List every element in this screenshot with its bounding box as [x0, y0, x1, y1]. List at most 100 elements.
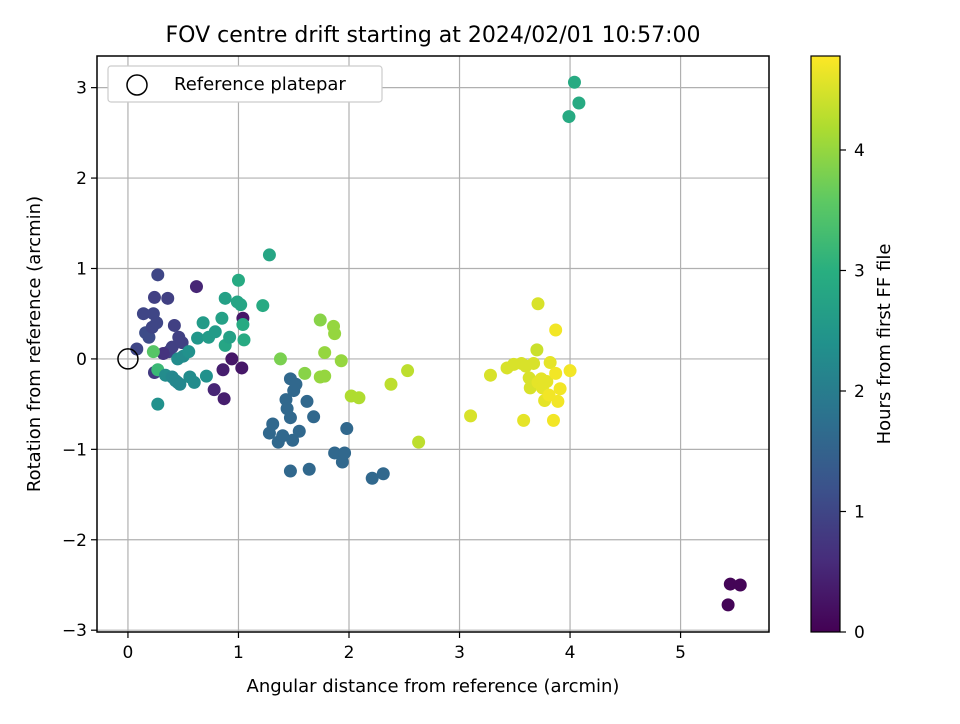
legend-marker [126, 74, 148, 96]
data-point [313, 313, 327, 327]
colorbar-tick-label: 0 [854, 623, 865, 643]
data-point [352, 391, 366, 405]
y-tick-label: 0 [76, 350, 87, 370]
data-point [328, 327, 342, 341]
plot-frame [96, 55, 770, 633]
data-point [572, 96, 586, 110]
data-point [151, 397, 165, 411]
data-point [384, 377, 398, 391]
colorbar-tick-label: 2 [854, 382, 865, 402]
data-point [527, 356, 541, 370]
y-tick-label: −2 [62, 531, 87, 551]
colorbar-tick-label: 1 [854, 502, 865, 522]
data-point [191, 331, 205, 345]
y-tick-label: 1 [76, 259, 87, 279]
data-point [196, 316, 210, 330]
data-point [540, 375, 554, 389]
colorbar-label: Hours from first FF file [874, 244, 895, 445]
data-point [517, 413, 531, 427]
reference-platepar-marker [117, 348, 139, 370]
data-point [401, 364, 415, 378]
data-point [563, 364, 577, 378]
data-point [721, 598, 735, 612]
y-axis-ticks: −3 −2 −1 0 1 2 3 [62, 79, 97, 641]
data-point [340, 422, 354, 436]
colorbar-tick-label: 4 [854, 141, 865, 161]
data-point [328, 446, 342, 460]
data-point [215, 311, 229, 325]
x-tick-label: 3 [454, 643, 465, 663]
data-point [549, 366, 563, 380]
data-point [262, 248, 276, 262]
data-point [235, 361, 249, 375]
data-point [338, 446, 352, 460]
data-point [161, 291, 175, 305]
colorbar-gradient [810, 55, 841, 633]
data-point [286, 433, 300, 447]
data-point [199, 369, 213, 383]
data-point [733, 578, 747, 592]
data-point [218, 291, 232, 305]
data-point [234, 298, 248, 312]
data-point [483, 368, 497, 382]
data-points [130, 75, 747, 612]
data-point [318, 346, 332, 360]
x-axis-label: Angular distance from reference (arcmin) [247, 676, 620, 697]
data-point [225, 352, 239, 366]
x-tick-label: 5 [675, 643, 686, 663]
data-point [365, 471, 379, 485]
data-point [289, 377, 303, 391]
y-tick-label: 3 [76, 79, 87, 99]
data-point [187, 375, 201, 389]
data-point [546, 413, 560, 427]
data-point [298, 366, 312, 380]
data-point [273, 352, 287, 366]
colorbar-ticks: 0 1 2 3 4 [840, 141, 865, 643]
data-point [412, 435, 426, 449]
data-point [307, 410, 321, 424]
data-point [207, 383, 221, 397]
data-point [150, 316, 164, 330]
data-point [142, 330, 156, 344]
data-point [266, 417, 280, 431]
legend-box [107, 65, 383, 103]
x-tick-label: 1 [233, 643, 244, 663]
x-tick-label: 2 [344, 643, 355, 663]
data-point [223, 330, 237, 344]
data-point [543, 356, 557, 370]
data-point [236, 318, 250, 332]
grid [97, 56, 769, 632]
data-point [173, 377, 187, 391]
data-point [531, 297, 545, 311]
colorbar: 0 1 2 3 4 Hours from first FF file [810, 55, 895, 643]
data-point [530, 343, 544, 357]
data-point [175, 336, 189, 350]
x-tick-label: 4 [565, 643, 576, 663]
data-point [318, 369, 332, 383]
data-point [231, 273, 245, 287]
x-axis-ticks: 0 1 2 3 4 5 [123, 632, 686, 663]
data-point [156, 346, 170, 360]
data-point [376, 467, 390, 481]
data-point [167, 318, 181, 332]
data-point [283, 464, 297, 478]
data-point [208, 325, 222, 339]
data-point [151, 268, 165, 282]
data-point [562, 110, 576, 124]
chart-title: FOV centre drift starting at 2024/02/01 … [166, 23, 701, 48]
data-point [283, 411, 297, 425]
data-point [189, 280, 203, 294]
data-point [146, 345, 160, 359]
data-point [136, 307, 150, 321]
y-axis-label: Rotation from reference (arcmin) [24, 196, 45, 492]
data-point [723, 577, 737, 591]
colorbar-tick-label: 3 [854, 261, 865, 281]
data-point [216, 363, 230, 377]
data-point [464, 409, 478, 423]
data-point [147, 290, 161, 304]
data-point [256, 299, 270, 313]
data-point [300, 394, 314, 408]
data-point [551, 394, 565, 408]
y-tick-label: −3 [62, 621, 87, 641]
